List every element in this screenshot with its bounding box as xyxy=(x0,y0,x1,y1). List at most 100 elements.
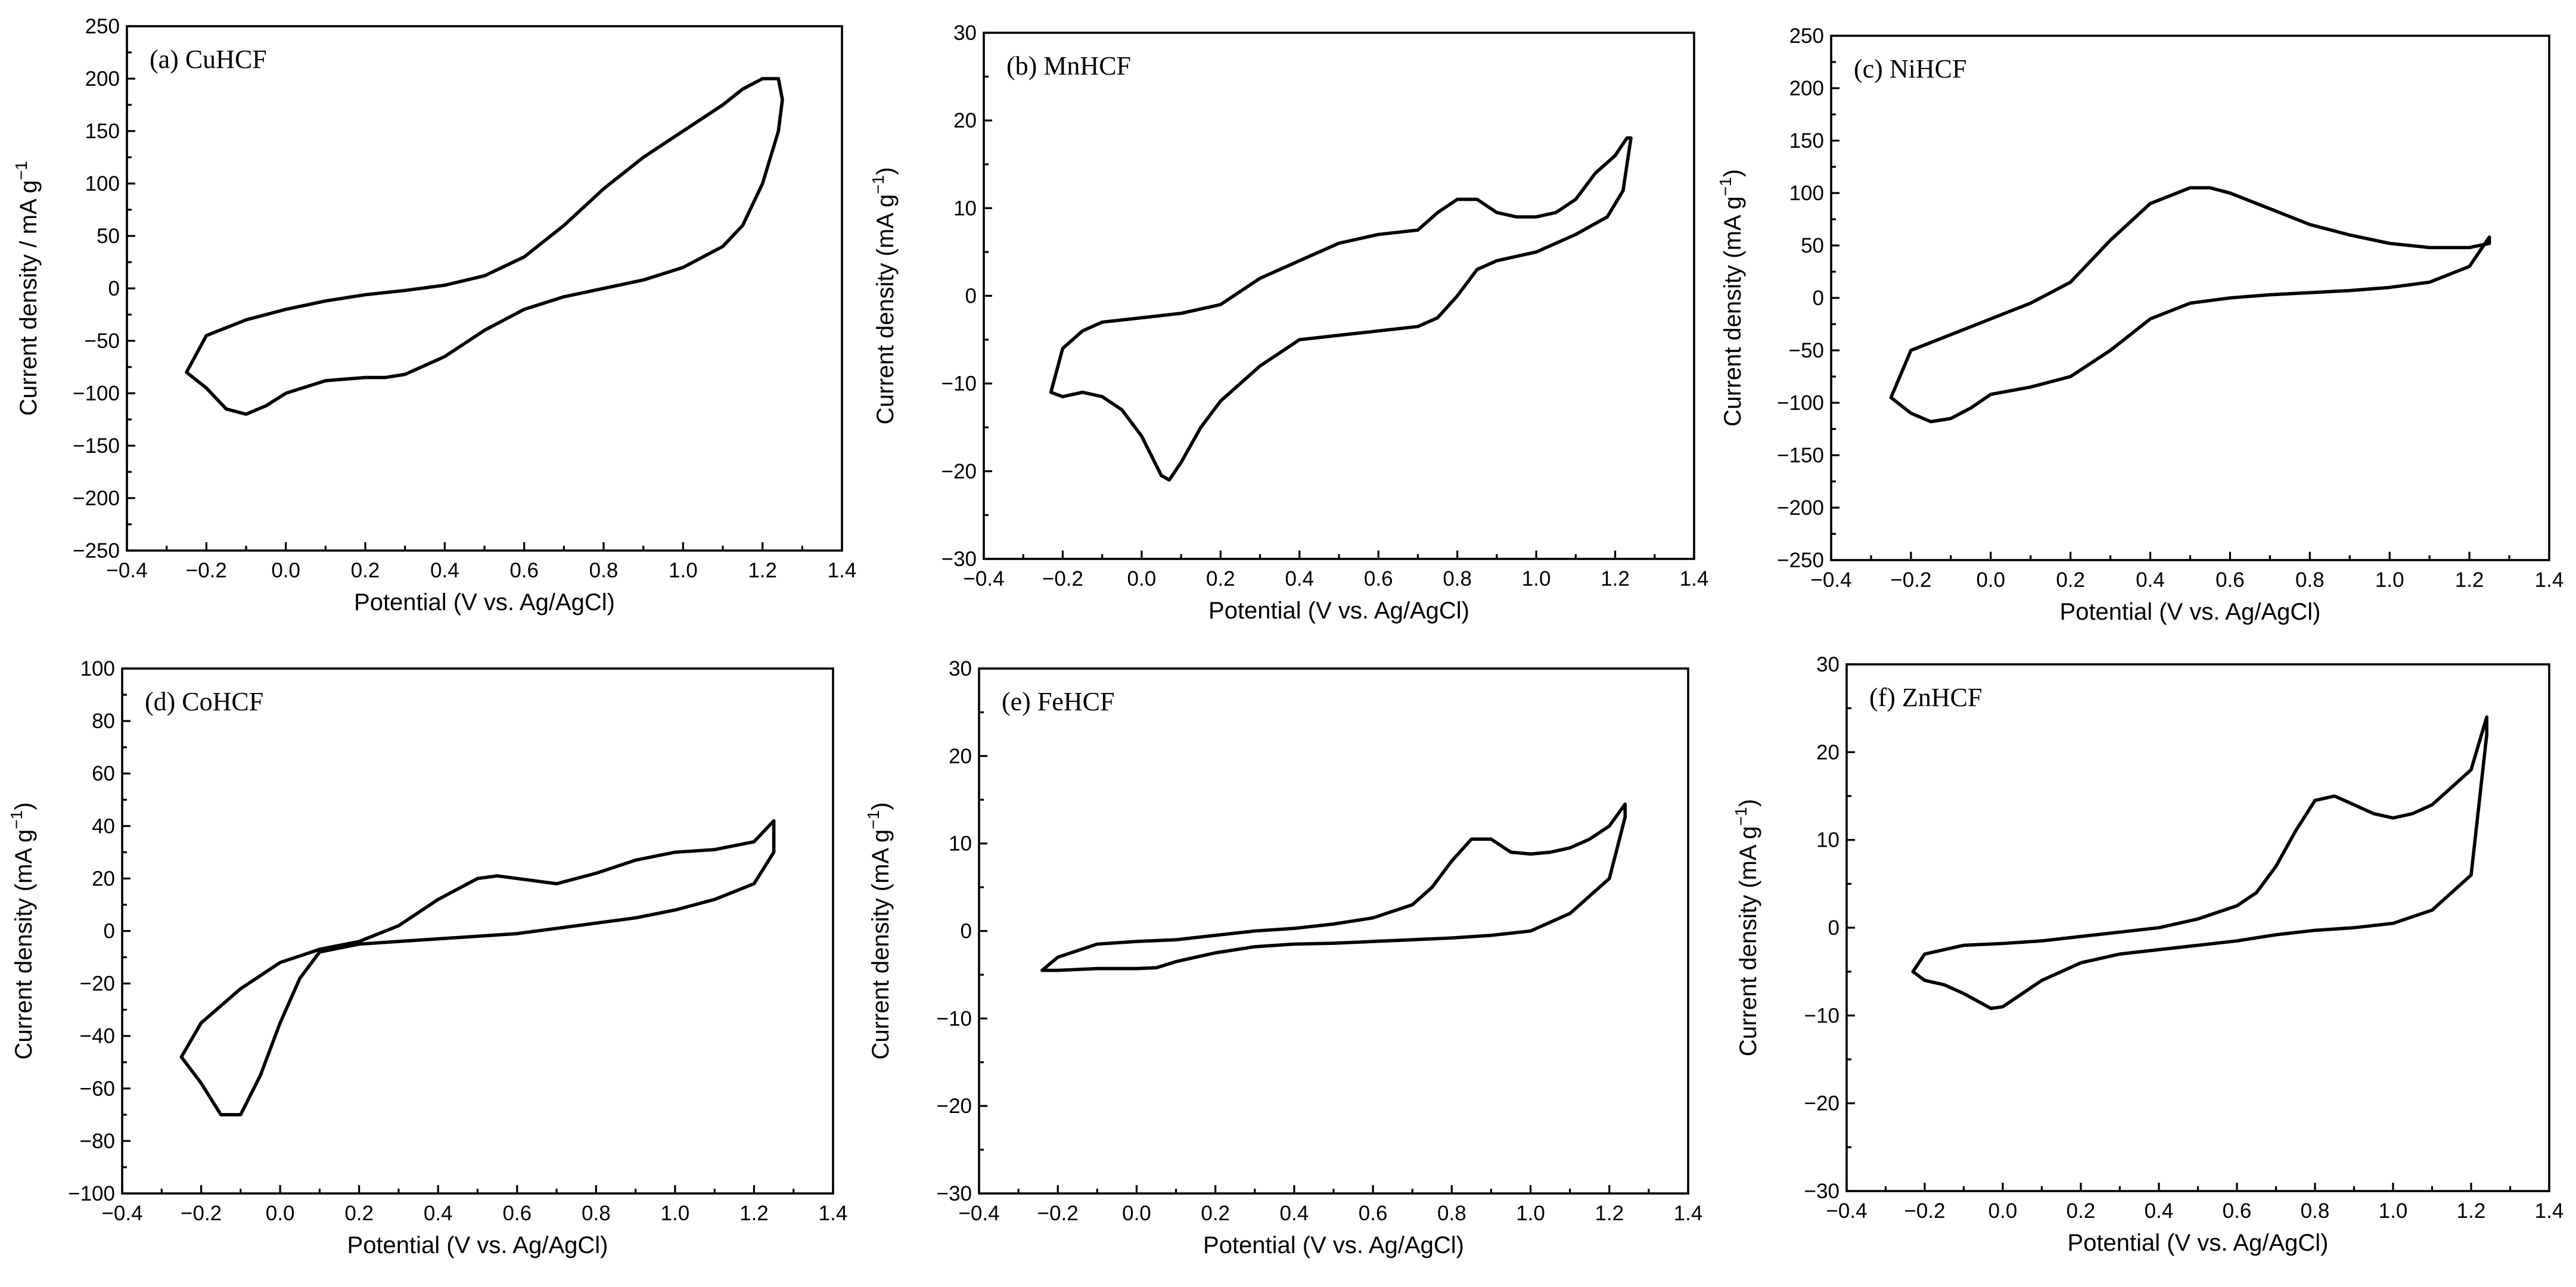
y-tick-label: −30 xyxy=(941,548,977,571)
y-tick-label: 50 xyxy=(1801,234,1824,257)
x-tick-label: 0.8 xyxy=(1443,567,1472,590)
chart-panel: −0.4 −0.2 0.0 0.2 0.4 0.6 0.8 1.0 1.2 1.4 −30 −20 −1… xyxy=(1732,653,2563,1256)
y-axis-label-superscript: −1 xyxy=(864,810,883,829)
panel-title: (b) MnHCF xyxy=(1006,51,1131,80)
y-tick-label: 0 xyxy=(961,920,972,943)
y-tick-label: 0 xyxy=(1813,287,1824,310)
y-axis-label-main: Current density (mA g xyxy=(11,829,37,1060)
y-tick-label: −100 xyxy=(1777,391,1824,415)
y-tick-label: −20 xyxy=(941,460,977,483)
y-tick-label: −60 xyxy=(80,1077,115,1101)
x-tick-label: 1.2 xyxy=(2457,1199,2486,1223)
x-tick-label: 1.0 xyxy=(669,559,698,582)
cv-curve xyxy=(1040,802,1627,972)
x-tick-label: 1.0 xyxy=(1522,567,1551,590)
x-axis-label: Potential (V vs. Ag/AgCl) xyxy=(2060,599,2321,625)
x-tick-label: −0.2 xyxy=(186,559,227,582)
x-axis-label: Potential (V vs. Ag/AgCl) xyxy=(354,589,615,615)
x-tick-label: 0.2 xyxy=(344,1202,374,1225)
chart-panel: −0.4 −0.2 0.0 0.2 0.4 0.6 0.8 1.0 1.2 1.4 −30 −20 −1… xyxy=(869,21,1708,624)
x-tick-label: 0.4 xyxy=(1285,567,1314,590)
y-tick-label: 100 xyxy=(85,172,120,195)
y-axis-label-superscript: −1 xyxy=(869,175,887,194)
y-tick-label: 150 xyxy=(1789,129,1824,153)
y-tick-label: 20 xyxy=(1816,741,1839,764)
y-tick-label: −10 xyxy=(937,1007,972,1030)
x-tick-label: 1.4 xyxy=(819,1202,848,1225)
y-axis-label-close: ) xyxy=(872,167,899,175)
chart-panel: −0.4 −0.2 0.0 0.2 0.4 0.6 0.8 1.0 1.2 1.4 −250 −200… xyxy=(12,15,856,615)
x-tick-label: 1.2 xyxy=(1595,1202,1624,1225)
x-tick-label: 0.2 xyxy=(2067,1199,2096,1223)
y-tick-label: 100 xyxy=(80,657,115,680)
x-tick-label: 1.0 xyxy=(661,1202,690,1225)
x-tick-label: 0.4 xyxy=(424,1202,453,1225)
y-tick-label: 200 xyxy=(1789,77,1824,100)
x-tick-label: 1.2 xyxy=(739,1202,769,1225)
y-axis-label-main: Current density (mA g xyxy=(872,194,899,425)
x-tick-label: 0.8 xyxy=(2295,568,2325,592)
x-tick-label: 0.0 xyxy=(271,559,300,582)
panel-title: (e) FeHCF xyxy=(1002,687,1114,716)
y-tick-label: 150 xyxy=(85,120,120,143)
y-tick-label: 50 xyxy=(97,225,120,248)
x-tick-label: 0.4 xyxy=(430,559,459,582)
x-tick-label: 0.0 xyxy=(1122,1202,1151,1225)
y-tick-label: 40 xyxy=(92,815,115,838)
cv-curve xyxy=(185,77,784,416)
y-axis-label: Current density (mA g−1) xyxy=(869,167,899,424)
x-tick-label: 0.8 xyxy=(582,1202,611,1225)
panel-title: (a) CuHCF xyxy=(150,45,267,74)
y-tick-label: 200 xyxy=(85,67,120,91)
x-axis-label: Potential (V vs. Ag/AgCl) xyxy=(1203,1232,1464,1258)
x-tick-label: 0.4 xyxy=(2145,1199,2174,1223)
y-tick-label: 30 xyxy=(949,657,972,680)
x-tick-label: −0.4 xyxy=(1810,568,1851,592)
plot-frame xyxy=(983,32,1695,560)
x-tick-label: 0.0 xyxy=(1127,567,1157,590)
x-tick-label: 1.4 xyxy=(2535,568,2564,592)
y-tick-label: 60 xyxy=(92,762,115,785)
y-tick-label: −50 xyxy=(1789,339,1824,362)
x-tick-label: 1.4 xyxy=(1680,567,1709,590)
x-tick-label: 0.8 xyxy=(1437,1202,1466,1225)
x-tick-label: −0.2 xyxy=(1890,568,1931,592)
y-tick-label: 20 xyxy=(953,109,977,132)
y-tick-label: 10 xyxy=(1816,829,1839,852)
x-tick-label: −0.2 xyxy=(181,1202,222,1225)
y-tick-label: 0 xyxy=(1828,916,1839,940)
y-tick-label: −200 xyxy=(73,487,120,510)
chart-panel: −0.4 −0.2 0.0 0.2 0.4 0.6 0.8 1.0 1.2 1.4 −30 −20 −1… xyxy=(864,657,1702,1258)
panel-title: (f) ZnHCF xyxy=(1869,683,1982,712)
y-tick-label: 10 xyxy=(949,832,972,856)
y-axis-label: Current density (mA g−1) xyxy=(1732,799,1761,1056)
y-axis-label-main: Current density (mA g xyxy=(1720,196,1746,427)
x-tick-label: 1.2 xyxy=(2455,568,2484,592)
y-tick-label: 10 xyxy=(953,197,977,220)
y-tick-label: 30 xyxy=(953,21,977,45)
y-axis-label-superscript: −1 xyxy=(12,161,30,180)
x-tick-label: 1.0 xyxy=(2375,568,2404,592)
x-tick-label: −0.2 xyxy=(1042,567,1083,590)
y-tick-label: 20 xyxy=(92,867,115,890)
x-tick-label: 0.6 xyxy=(2223,1199,2252,1223)
cv-curve xyxy=(1911,715,2489,1011)
plot-frame xyxy=(978,667,1689,1195)
x-tick-label: 1.2 xyxy=(748,559,777,582)
x-tick-label: 0.4 xyxy=(2136,568,2165,592)
y-axis-label: Current density (mA g−1) xyxy=(1716,169,1746,427)
panel-title: (c) NiHCF xyxy=(1854,54,1966,83)
x-tick-label: 1.4 xyxy=(1674,1202,1703,1225)
x-tick-label: 1.4 xyxy=(2535,1199,2564,1223)
y-tick-label: −10 xyxy=(1804,1004,1839,1027)
x-tick-label: 1.0 xyxy=(2379,1199,2408,1223)
y-axis-label: Current density (mA g−1) xyxy=(864,802,894,1059)
x-tick-label: −0.4 xyxy=(963,567,1004,590)
x-tick-label: 1.4 xyxy=(828,559,857,582)
x-tick-label: 0.6 xyxy=(2215,568,2245,592)
y-tick-label: 250 xyxy=(85,15,120,38)
y-tick-label: −50 xyxy=(85,329,120,353)
x-tick-label: 0.6 xyxy=(1364,567,1393,590)
plot-frame xyxy=(1830,35,2550,561)
cv-curve xyxy=(179,819,776,1117)
